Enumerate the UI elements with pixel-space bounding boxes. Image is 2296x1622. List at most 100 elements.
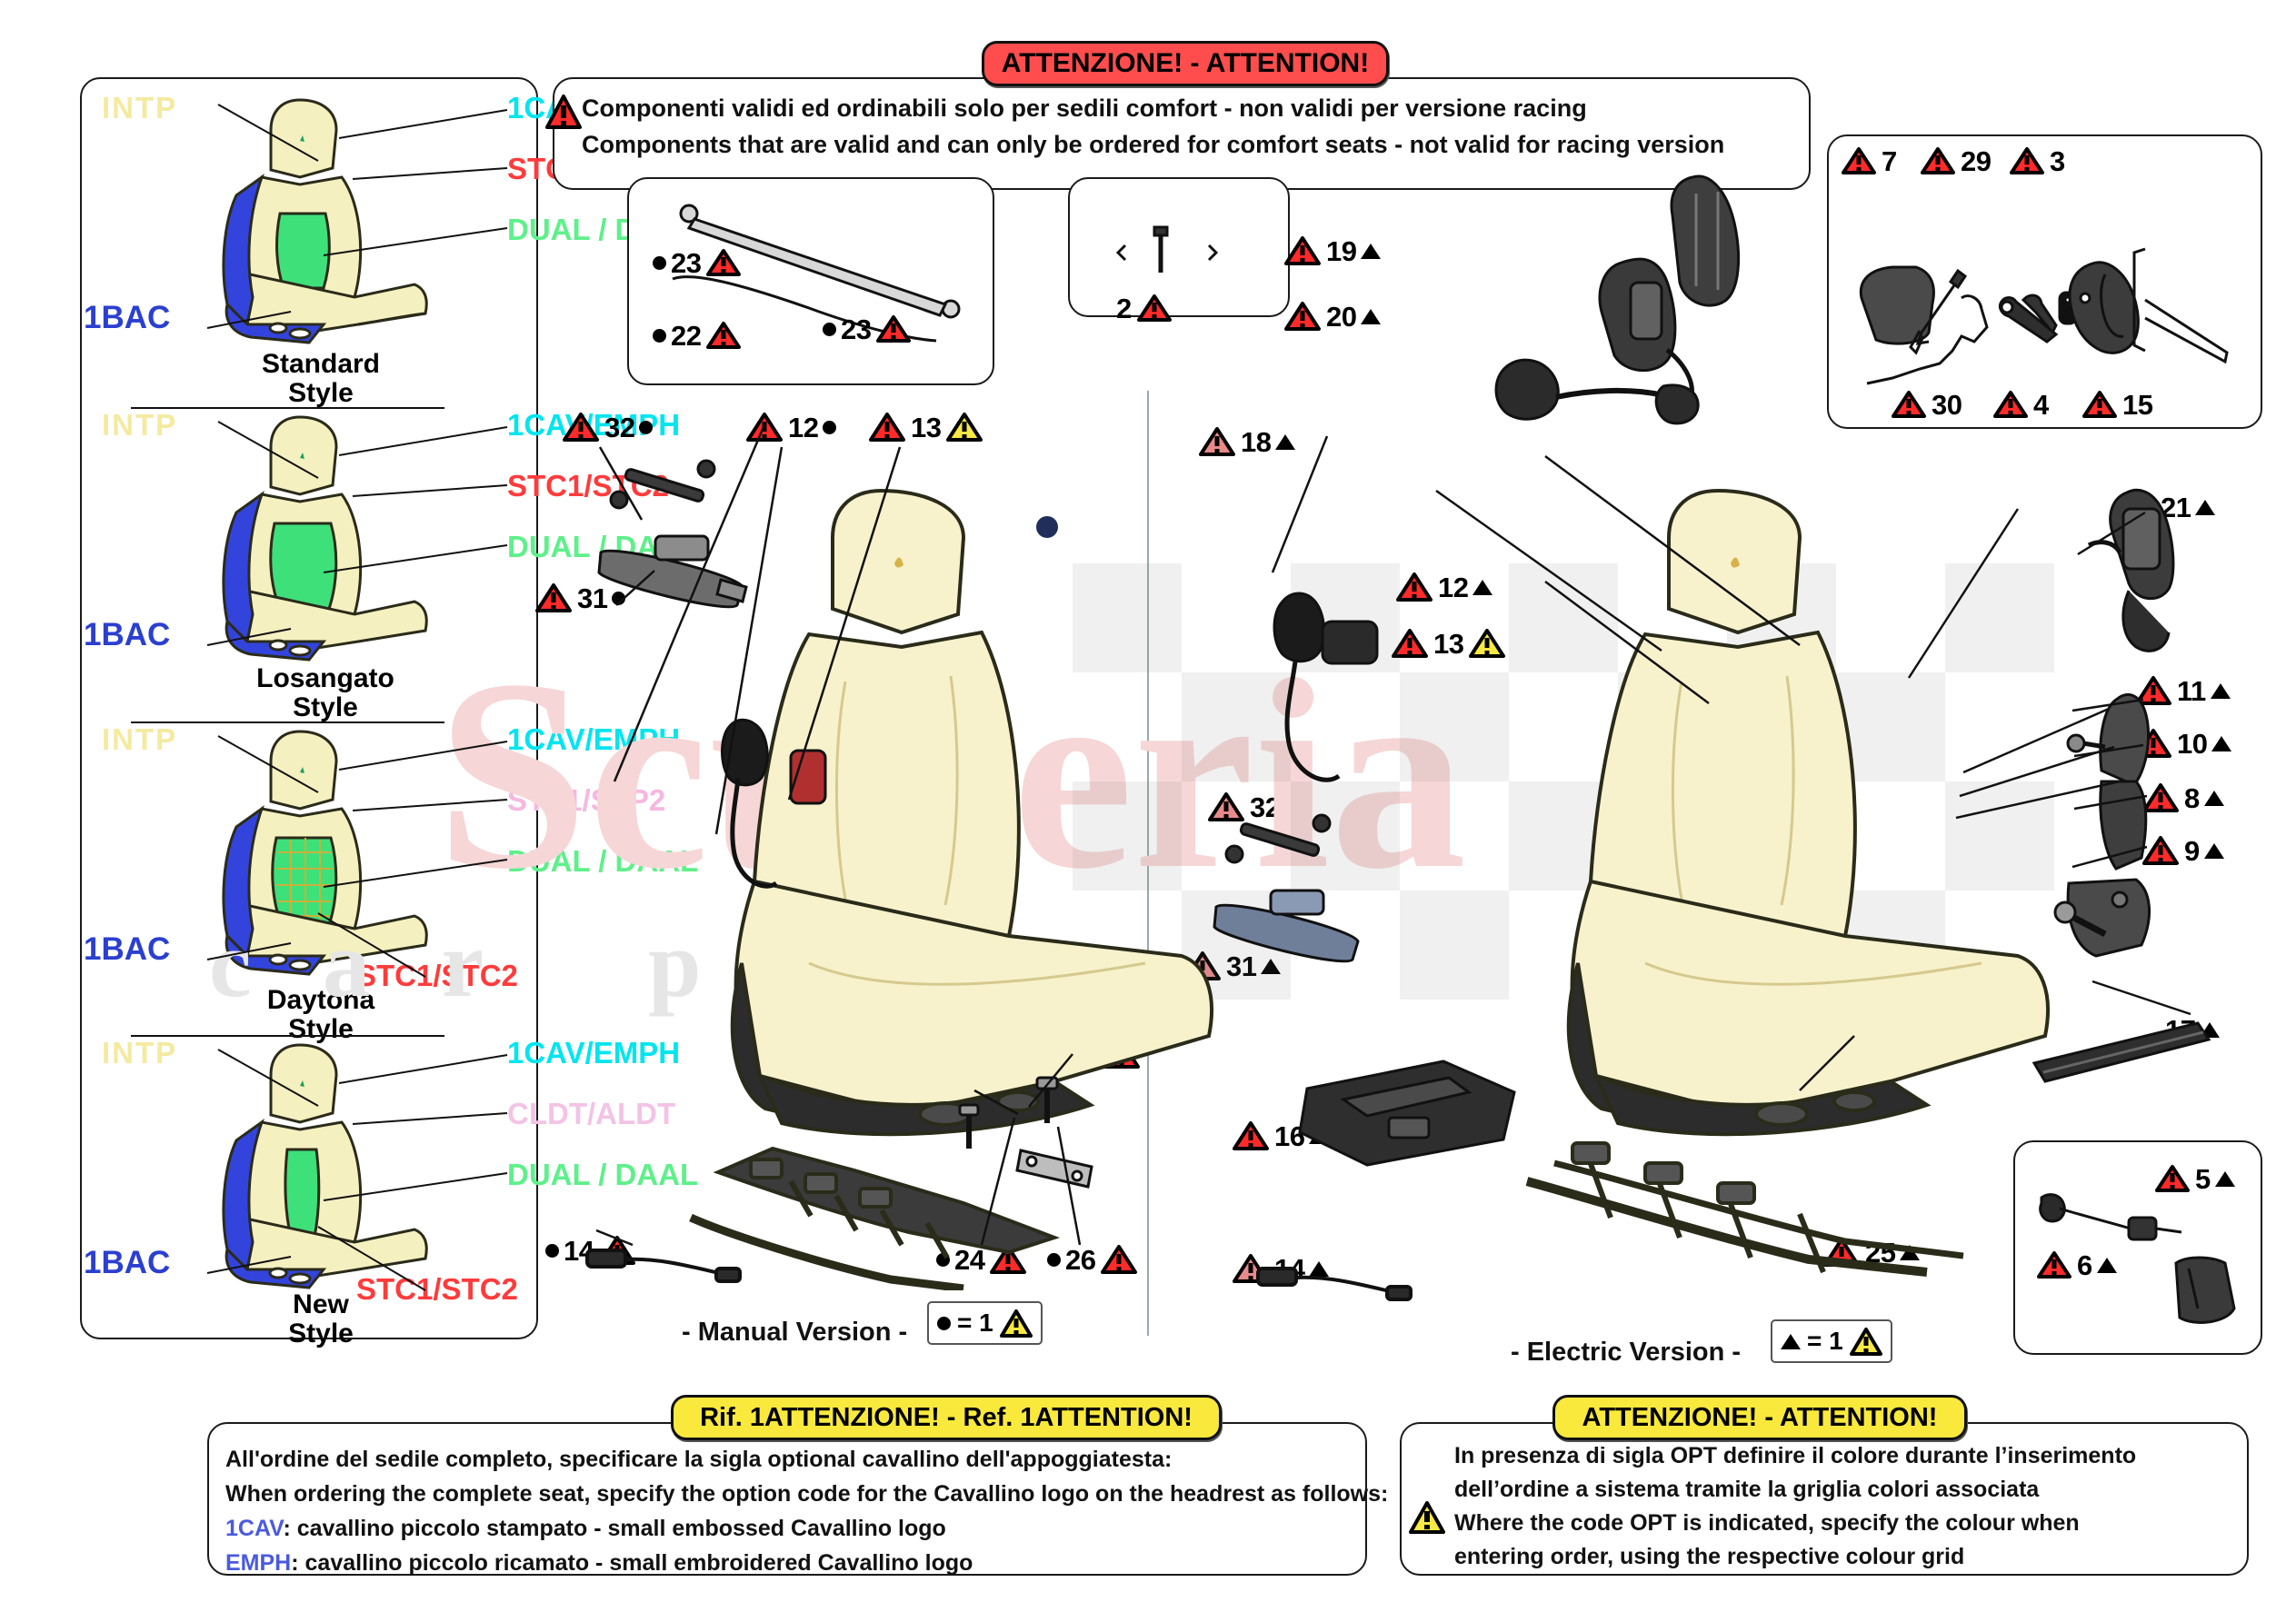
warning-triangle-icon [1392, 629, 1428, 658]
warning-triangle-icon [876, 315, 912, 343]
callout-15: 15 [2081, 389, 2153, 420]
style-label-cav-4: 1CAV/EMPH [507, 1036, 681, 1070]
callout-electric-18: 18 [1198, 425, 1296, 458]
callout-4: 4 [1992, 389, 2049, 420]
warning-triangle-icon [2142, 836, 2179, 865]
electric-rail-17 [2031, 1021, 2211, 1083]
warning-triangle-icon [746, 413, 783, 442]
electric-rail-handle-part [1213, 813, 1360, 963]
top-attention-tab: ATTENZIONE! - ATTENTION! [982, 41, 1389, 86]
warning-triangle-icon [2142, 783, 2179, 812]
warning-triangle-icon [706, 249, 742, 276]
style-label-bac-2: 1BAC [84, 617, 171, 652]
callout-manual-26: 26 [1047, 1243, 1138, 1276]
warning-triangle-icon [1842, 147, 1876, 174]
callout-electric-9: 9 [2141, 834, 2224, 867]
callout-23b: 23 [823, 313, 912, 344]
seat-illustration-standard [222, 98, 428, 344]
warning-triangle-icon [990, 1245, 1027, 1274]
warning-triangle-icon [2135, 676, 2171, 705]
style-name-standard: Standard Style [261, 349, 381, 408]
style-label-dual-4: DUAL / DAAL [507, 1158, 699, 1191]
triangle-marker [2203, 790, 2224, 806]
triangle-marker [1361, 243, 1382, 259]
dot-marker [1047, 1252, 1061, 1267]
style-label-intp-3: INTP [102, 722, 178, 756]
callout-electric-32: 32 [1207, 791, 1305, 823]
callout-5: 5 [2154, 1163, 2235, 1194]
manual-version-label: - Manual Version - [682, 1318, 908, 1347]
manual-wire-14 [585, 1249, 742, 1283]
callout-manual-13: 13 [868, 411, 983, 443]
electric-ecu-module [1298, 1060, 1516, 1167]
manual-version-key: = 1 [927, 1301, 1043, 1345]
style-label-dual-3: DUAL / DAAL [507, 844, 699, 878]
warning-triangle-icon [1208, 792, 1244, 821]
style-name-new: New Style [288, 1289, 354, 1348]
warning-triangle-icon [1233, 1121, 1269, 1150]
yellow-warning-triangle-icon-note [1409, 1501, 1445, 1534]
topright-parts-illustration [1859, 247, 2229, 385]
note-left-code1: 1CAV [225, 1516, 284, 1541]
bottomright-parts-illustration [2039, 1193, 2236, 1324]
yellow-warning-triangle-icon [946, 413, 983, 442]
warning-triangle-icon [1199, 427, 1235, 456]
triangle-marker [2210, 682, 2231, 699]
yellow-warning-triangle-icon [1849, 1328, 1882, 1356]
triangle-marker [2211, 735, 2232, 751]
manual-plate-parts [1015, 1076, 1093, 1189]
warning-triangle-icon [2037, 1251, 2071, 1279]
warning-triangle-icon [1284, 302, 1321, 331]
callout-manual-12: 12 [745, 411, 837, 443]
dot-marker [639, 420, 654, 434]
note-left-line2: When ordering the complete seat, specify… [225, 1481, 1389, 1507]
electric-motor-assembly [1494, 174, 1741, 425]
top-banner-line-en: Components that are valid and can only b… [582, 131, 1725, 158]
style-divider-1 [131, 407, 444, 409]
style-name-daytona: Daytona Style [266, 985, 375, 1044]
callout-manual-32: 32 [562, 411, 654, 443]
style-label-bac-4: 1BAC [84, 1245, 171, 1280]
triangle-marker [2195, 499, 2216, 515]
callout-2: 2 [1116, 293, 1173, 323]
warning-triangle-icon [869, 413, 905, 442]
note-left-line4: EMPH: cavallino piccolo ricamato - small… [225, 1550, 973, 1576]
column-divider [1147, 391, 1149, 1336]
manual-buckle-parts [721, 718, 827, 889]
warning-triangle-icon [1136, 294, 1172, 322]
note-left-code2: EMPH [225, 1550, 292, 1576]
electric-version-key: = 1 [1771, 1319, 1892, 1363]
note-right-line3: Where the code OPT is indicated, specify… [1454, 1510, 2080, 1536]
dot-marker [823, 420, 837, 434]
style-label-bac-1: 1BAC [84, 300, 171, 335]
dot-marker [545, 1243, 559, 1258]
callout-electric-31: 31 [1183, 950, 1282, 982]
callout-manual-24: 24 [936, 1243, 1027, 1276]
callout-electric-8: 8 [2141, 781, 2224, 814]
warning-triangle-icon [1396, 572, 1433, 602]
callout-23a: 23 [653, 247, 742, 278]
electric-screw-9 [2053, 901, 2107, 938]
note-left-line3: 1CAV: cavallino piccolo stampato - small… [225, 1516, 946, 1541]
callout-29: 29 [1920, 145, 1992, 176]
callout-3: 3 [2009, 145, 2065, 176]
seat-illustration-new [222, 1043, 428, 1289]
seat-illustration-losangato [222, 415, 428, 662]
yellow-warning-triangle-icon [999, 1309, 1033, 1338]
triangle-marker [1781, 1333, 1801, 1349]
note-right-line1: In presenza di sigla OPT definire il col… [1454, 1443, 2137, 1468]
note-right-line2: dell’ordine a sistema tramite la griglia… [1454, 1477, 2040, 1502]
electric-seat-illustration [1525, 488, 2050, 1277]
style-label-intp-1: INTP [102, 91, 178, 124]
style-label-intp-4: INTP [102, 1036, 178, 1070]
callout-6: 6 [2036, 1249, 2117, 1280]
top-banner-line-it: Componenti validi ed ordinabili solo per… [582, 95, 1587, 122]
dot-marker [653, 255, 666, 270]
triangle-marker [1309, 1260, 1330, 1277]
manual-rail-handle-part [597, 459, 748, 609]
triangle-marker [1284, 799, 1305, 815]
style-label-bac-3: 1BAC [84, 931, 171, 967]
seat-illustration-daytona [222, 730, 428, 976]
callout-electric-20: 20 [1283, 300, 1382, 333]
note-right-tab: ATTENZIONE! - ATTENTION! [1552, 1395, 1967, 1440]
